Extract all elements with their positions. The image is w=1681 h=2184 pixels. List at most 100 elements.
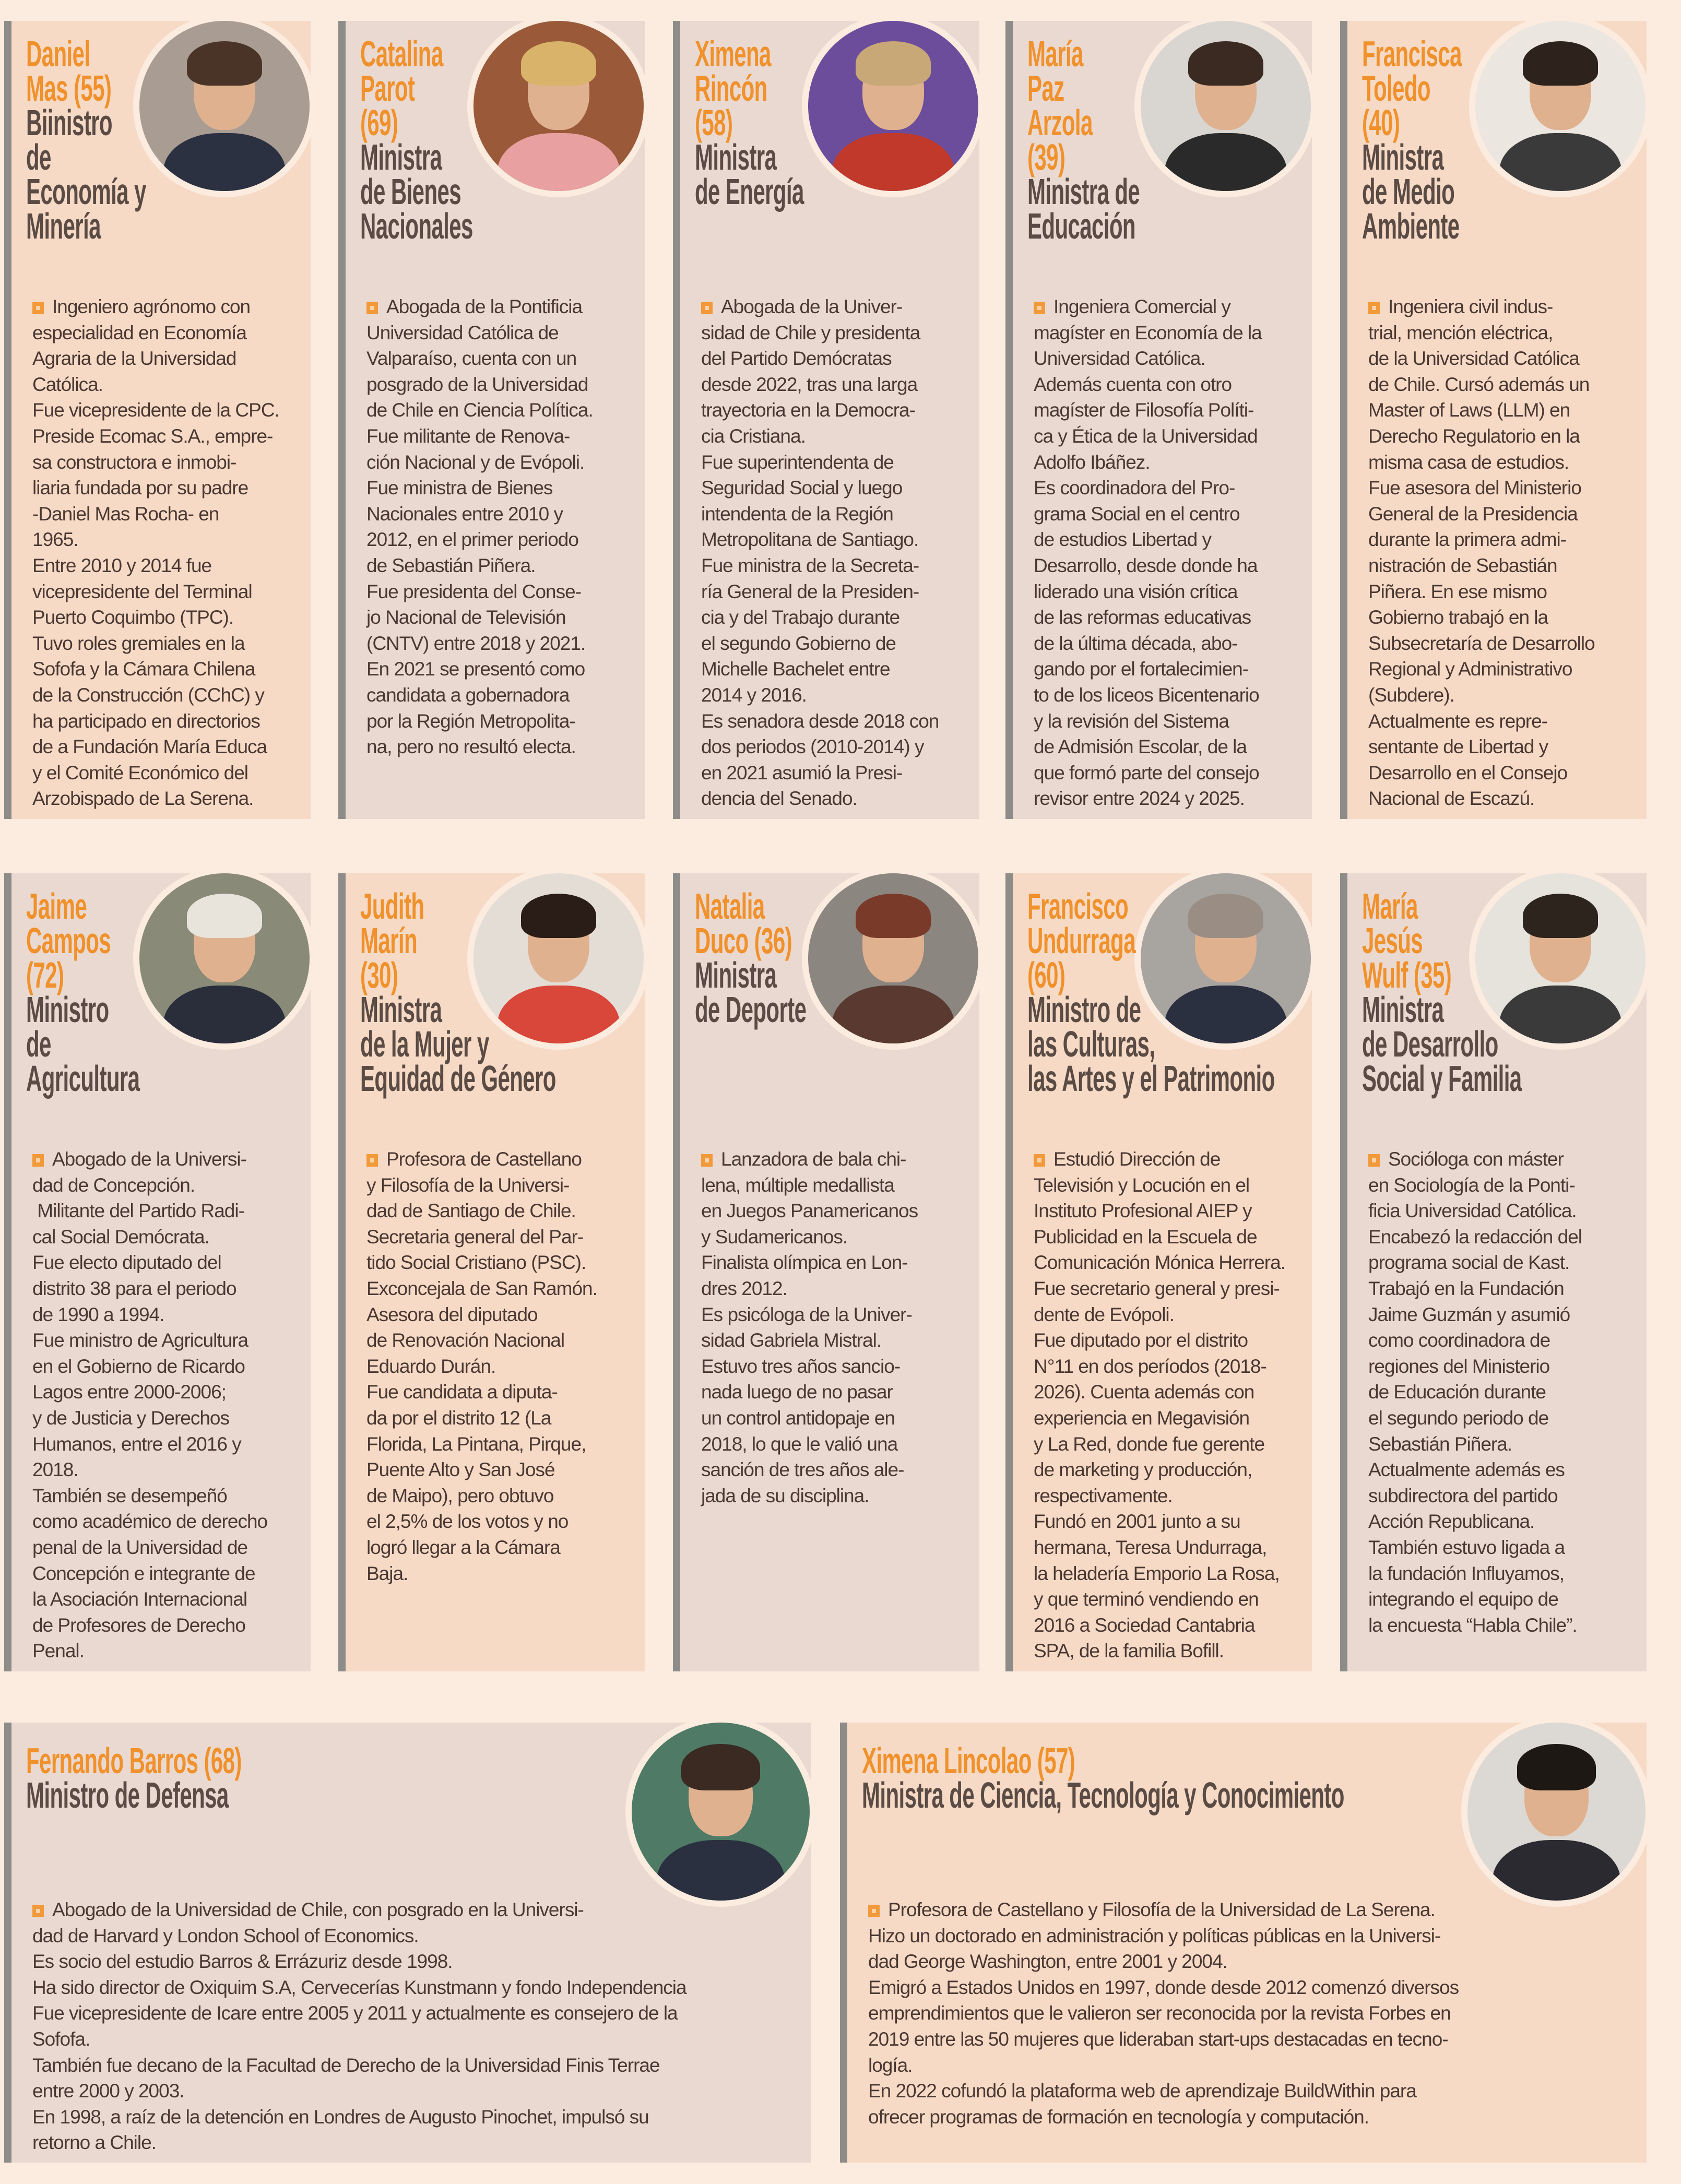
minister-card: Daniel Mas (55) Biinistro de Economía y M… (4, 21, 311, 819)
minister-photo (1461, 1723, 1647, 1907)
bio-text: Abogado de la Universidad de Chile, con … (32, 1899, 687, 2154)
minister-card: Jaime Campos (72) Ministro de Agricultura… (4, 873, 311, 1671)
bio-text: Abogada de la Univer- sidad de Chile y p… (701, 296, 939, 810)
minister-header: Ximena Rincón (58) Ministra de Energía (695, 33, 877, 210)
photo-hair (1188, 41, 1263, 86)
minister-card: Francisco Undurraga (60) Ministro de las … (1005, 873, 1312, 1671)
minister-photo (467, 873, 645, 1050)
photo-torso (1164, 986, 1287, 1043)
minister-card: Ximena Lincolao (57) Ministra de Ciencia,… (840, 1723, 1647, 2163)
minister-header: María Jesús Wulf (35) Ministra de Desarro… (1362, 886, 1628, 1097)
photo-torso (1499, 133, 1622, 191)
bullet-square-icon (1034, 302, 1045, 314)
minister-card: María Jesús Wulf (35) Ministra de Desarro… (1340, 873, 1647, 1671)
ministry-title: Ministra de Medio Ambiente (1362, 137, 1460, 246)
minister-bio: Profesora de Castellano y Filosofía de l… (868, 1897, 1636, 2130)
bio-text: Ingeniera civil indus- trial, mención el… (1368, 296, 1595, 810)
bio-text: Abogada de la Pontificia Universidad Cat… (366, 296, 594, 758)
minister-header: Jaime Campos (72) Ministro de Agricultura (26, 886, 215, 1099)
minister-header: Fernando Barros (68) Ministro de Defensa (26, 1742, 385, 1815)
photo-torso (163, 133, 286, 191)
bullet-square-icon (1034, 1154, 1045, 1167)
photo-hair (521, 894, 596, 938)
minister-bio: Estudió Dirección de Televisión y Locuci… (1034, 1146, 1301, 1664)
minister-name: Ximena Lincolao (57) (862, 1740, 1075, 1781)
minister-bio: Ingeniero agrónomo con especialidad en E… (32, 294, 300, 812)
minister-photo (1134, 873, 1312, 1050)
minister-name: Jaime Campos (72) (26, 886, 111, 995)
minister-header: Francisca Toledo (40) Ministra de Medio A… (1362, 33, 1528, 246)
ministry-title: Ministro de Defensa (26, 1775, 229, 1815)
minister-photo (625, 1723, 811, 1907)
photo-torso (1492, 1840, 1621, 1901)
bullet-square-icon (32, 302, 44, 314)
minister-name: Catalina Parot (69) (360, 33, 443, 143)
bio-text: Lanzadora de bala chi- lena, múltiple me… (701, 1148, 918, 1506)
photo-hair (1517, 1743, 1596, 1790)
minister-card: Natalia Duco (36) Ministra de Deporte Lanz… (673, 873, 979, 1671)
bio-text: Profesora de Castellano y Filosofía de l… (366, 1148, 598, 1584)
bio-text: Socióloga con máster en Sociología de la… (1368, 1148, 1582, 1636)
photo-torso (656, 1840, 785, 1901)
bio-text: Ingeniera Comercial y magíster en Econom… (1034, 296, 1262, 810)
bullet-square-icon (366, 302, 378, 314)
minister-card: Catalina Parot (69) Ministra de Bienes Na… (338, 21, 645, 819)
minister-card: Ximena Rincón (58) Ministra de Energía Abo… (673, 21, 979, 819)
minister-card: Judith Marín (30) Ministra de la Mujer y … (338, 873, 645, 1671)
minister-name: Ximena Rincón (58) (695, 33, 771, 143)
minister-card: María Paz Arzola (39) Ministra de Educaci… (1005, 21, 1312, 819)
bullet-square-icon (1368, 1154, 1380, 1167)
minister-bio: Ingeniera Comercial y magíster en Econom… (1034, 294, 1301, 812)
photo-hair (187, 894, 262, 938)
minister-card: Fernando Barros (68) Ministro de Defensa A… (4, 1723, 811, 2163)
bullet-square-icon (1368, 302, 1380, 314)
bio-text: Ingeniero agrónomo con especialidad en E… (32, 296, 280, 810)
minister-header: María Paz Arzola (39) Ministra de Educaci… (1027, 33, 1215, 244)
minister-photo (1134, 21, 1312, 197)
photo-hair (1523, 41, 1598, 86)
minister-header: Francisco Undurraga (60) Ministro de las … (1027, 886, 1312, 1099)
photo-hair (856, 894, 931, 938)
ministry-title: Ministra de Ciencia, Tecnología y Conoci… (862, 1775, 1344, 1815)
minister-header: Natalia Duco (36) Ministra de Deporte (695, 886, 881, 1030)
minister-name: María Jesús Wulf (35) (1362, 886, 1452, 995)
photo-torso (497, 986, 620, 1043)
minister-name: Natalia Duco (36) (695, 886, 792, 961)
photo-hair (681, 1743, 760, 1790)
ministry-title: Biinistro de Economía y Minería (26, 102, 146, 246)
minister-bio: Abogada de la Univer- sidad de Chile y p… (701, 294, 969, 812)
bullet-square-icon (868, 1905, 880, 1917)
minister-name: Francisca Toledo (40) (1362, 33, 1462, 143)
minister-header: Daniel Mas (55) Biinistro de Economía y M… (26, 33, 226, 246)
minister-name: Francisco Undurraga (60) (1027, 886, 1136, 995)
minister-header: Catalina Parot (69) Ministra de Bienes Na… (360, 33, 548, 244)
ministry-title: Ministra de Deporte (695, 955, 807, 1030)
photo-hair (521, 41, 596, 86)
photo-torso (1164, 133, 1287, 191)
minister-name: Judith Marín (30) (360, 886, 424, 995)
ministry-title: Ministro de Agricultura (26, 989, 140, 1099)
photo-hair (187, 41, 262, 86)
bullet-square-icon (32, 1905, 44, 1917)
minister-name: María Paz Arzola (39) (1027, 33, 1093, 177)
photo-hair (856, 41, 931, 86)
bio-text: Estudió Dirección de Televisión y Locuci… (1034, 1148, 1286, 1662)
minister-bio: Ingeniera civil indus- trial, mención el… (1368, 294, 1636, 812)
photo-hair (1523, 894, 1598, 938)
bullet-square-icon (366, 1154, 378, 1167)
minister-card: Francisca Toledo (40) Ministra de Medio A… (1340, 21, 1647, 819)
minister-header: Ximena Lincolao (57) Ministra de Ciencia,… (862, 1740, 1647, 1815)
minister-header: Judith Marín (30) Ministra de la Mujer y … (360, 886, 645, 1097)
bullet-square-icon (701, 1154, 713, 1167)
photo-torso (832, 986, 955, 1043)
minister-bio: Socióloga con máster en Sociología de la… (1368, 1146, 1636, 1638)
minister-bio: Abogada de la Pontificia Universidad Cat… (366, 294, 634, 760)
minister-bio: Abogado de la Universi- dad de Concepció… (32, 1146, 300, 1664)
photo-hair (1188, 894, 1263, 938)
photo-torso (497, 133, 620, 191)
minister-bio: Lanzadora de bala chi- lena, múltiple me… (701, 1146, 969, 1509)
minister-name: Daniel Mas (55) (26, 33, 112, 109)
ministry-title: Ministro de las Culturas, las Artes y el… (1027, 989, 1275, 1099)
photo-torso (163, 986, 286, 1043)
bio-text: Abogado de la Universi- dad de Concepció… (32, 1148, 268, 1662)
